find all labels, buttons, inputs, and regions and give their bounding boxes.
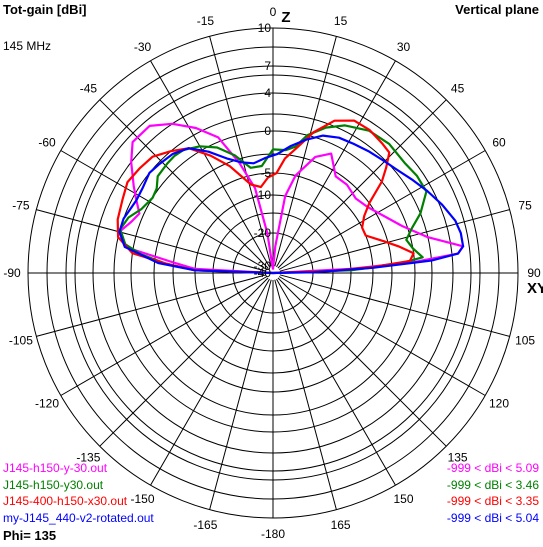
chart-title: Tot-gain [dBi]: [3, 2, 87, 17]
grid-spoke: [60, 150, 268, 270]
angle-tick-label: 0: [270, 5, 277, 19]
grid-spoke: [99, 277, 269, 447]
angle-tick-label: 60: [492, 136, 506, 150]
series-lines: [116, 119, 465, 275]
angle-tick-label: -45: [80, 81, 98, 95]
angle-tick-label: -60: [38, 136, 56, 150]
ring-value-label: -20: [254, 226, 272, 240]
angle-tick-label: 90: [527, 266, 541, 280]
angle-tick-label: 45: [451, 81, 465, 95]
angle-tick-label: 120: [489, 397, 509, 411]
legend-series-name: J145-400-h150-x30.out: [3, 494, 128, 508]
angle-tick-label: -75: [12, 198, 30, 212]
ring-value-label: -30: [254, 259, 272, 273]
legend-range-label: -999 < dBi < 3.46: [446, 477, 539, 492]
grid-spoke: [36, 209, 267, 272]
ring-value-label: 10: [258, 21, 272, 35]
grid-spoke: [277, 99, 447, 269]
grid-spoke: [276, 278, 396, 486]
ring-value-label: -40: [254, 266, 272, 280]
axis-name-label: XY: [527, 280, 543, 297]
grid-spoke: [36, 274, 267, 337]
angle-tick-label: 30: [397, 40, 411, 54]
grid-spoke: [277, 277, 447, 447]
angle-tick-label: -30: [134, 40, 152, 54]
grid-spoke: [274, 279, 337, 510]
angle-tick-label: 150: [393, 492, 413, 506]
grid-spoke: [274, 36, 337, 267]
angle-tick-label: -90: [3, 266, 21, 280]
grid-spoke: [150, 278, 270, 486]
ring-value-label: -5: [260, 166, 271, 180]
angle-tick-label: -150: [130, 492, 154, 506]
grid-spoke: [209, 279, 272, 510]
angle-tick-label: 135: [448, 451, 468, 465]
angle-tick-label: 15: [334, 14, 348, 28]
angle-tick-label: 105: [515, 334, 535, 348]
grid-spoke: [99, 99, 269, 269]
series-line-1: [118, 122, 465, 275]
ring-value-label: 4: [264, 86, 271, 100]
angle-tick-label: -15: [197, 14, 215, 28]
angle-tick-label: -165: [193, 518, 217, 532]
axis-name-label: Z: [281, 9, 290, 26]
angle-tick-label: -105: [9, 334, 33, 348]
angle-tick-label: -135: [76, 451, 100, 465]
polar-grid: [27, 27, 519, 519]
angle-tick-label: -180: [261, 527, 285, 541]
grid-spoke: [276, 60, 396, 268]
legend-series-name: my-J145_440-v2-rotated.out: [3, 510, 154, 525]
grid-spoke: [60, 276, 268, 396]
grid-spoke: [279, 274, 510, 337]
ring-value-label: -10: [254, 188, 272, 202]
ring-value-label: 0: [264, 124, 271, 138]
legend-range-label: -999 < dBi < 5.04: [446, 510, 539, 525]
legend-range-label: -999 < dBi < 5.09: [446, 461, 539, 475]
grid-spoke: [279, 209, 510, 272]
angle-tick-label: -120: [35, 397, 59, 411]
angle-tick-label: 165: [331, 518, 351, 532]
series-line-3: [116, 119, 415, 275]
grid-spoke: [278, 276, 486, 396]
ring-value-label: 7: [264, 59, 271, 73]
legend-range-label: -999 < dBi < 3.35: [446, 494, 539, 508]
legend-series-name: J145-h150-y30.out: [3, 477, 104, 492]
legend-series-name: J145-h150-y-30.out: [3, 461, 108, 475]
phi-label: Phi= 135: [3, 528, 57, 543]
frequency-label: 145 MHz: [3, 39, 52, 53]
grid-spoke: [150, 60, 270, 268]
angle-tick-label: 75: [518, 198, 532, 212]
chart-subtitle: Vertical plane: [455, 2, 539, 17]
tick-labels: 0153045607590105120135150165-180-165-150…: [3, 5, 543, 541]
series-line-4: [118, 134, 465, 275]
grid-spoke: [209, 36, 272, 267]
grid-spoke: [278, 150, 486, 270]
